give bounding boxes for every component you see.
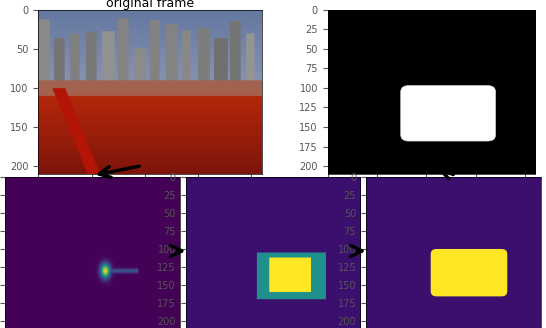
Title: original frame: original frame <box>106 0 194 10</box>
FancyBboxPatch shape <box>401 86 496 141</box>
FancyBboxPatch shape <box>431 249 507 297</box>
